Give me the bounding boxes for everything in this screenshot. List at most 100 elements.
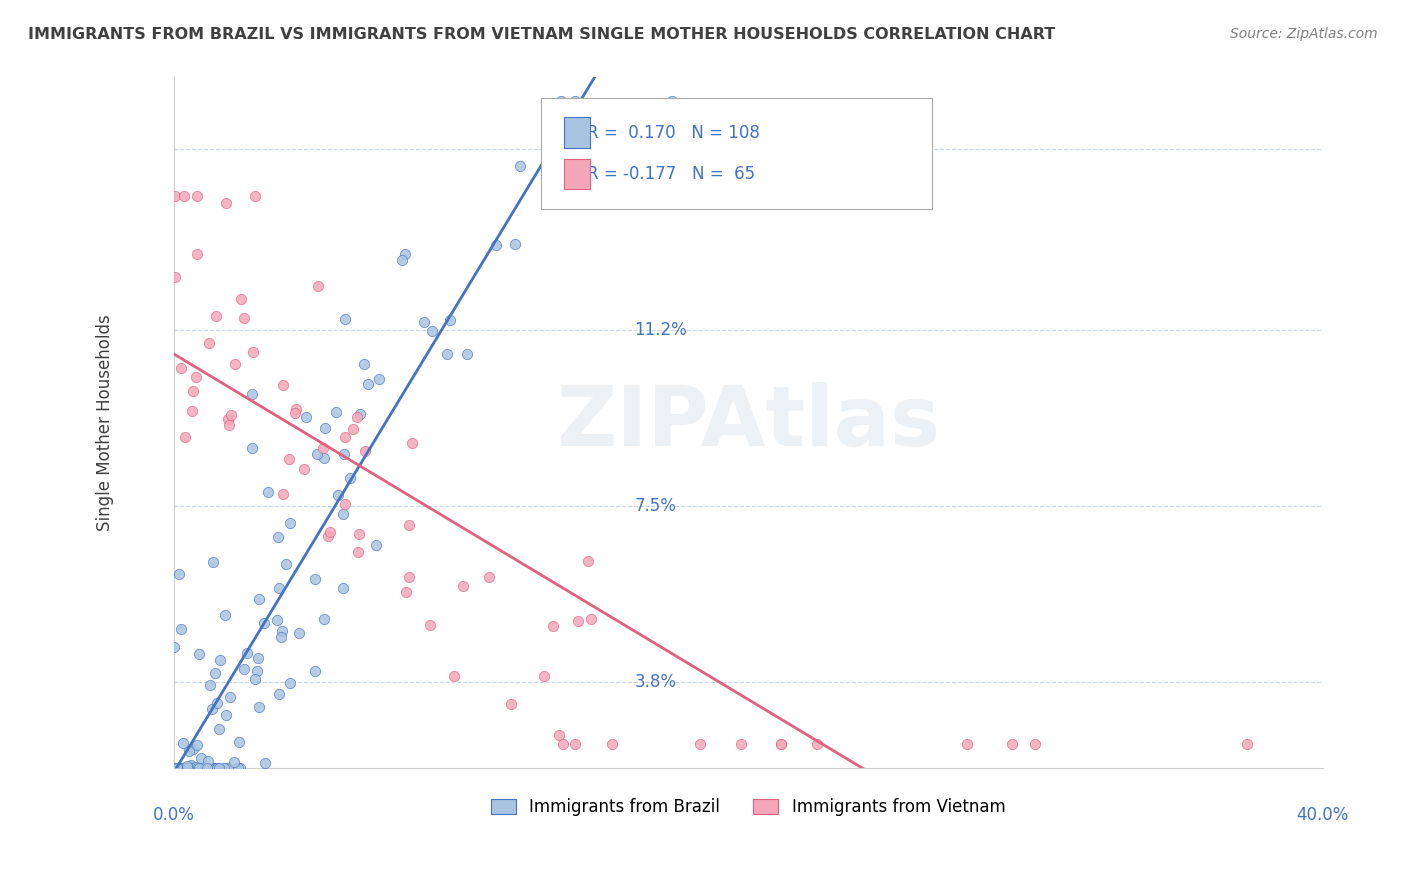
Point	[419, 617, 441, 632]
Point	[413, 315, 436, 329]
Point	[218, 417, 240, 432]
Text: Single Mother Households: Single Mother Households	[96, 314, 114, 531]
Point	[177, 761, 200, 775]
Point	[316, 529, 339, 543]
Point	[456, 347, 478, 361]
Point	[278, 516, 301, 531]
Text: 11.2%: 11.2%	[634, 321, 688, 339]
Point	[332, 581, 354, 595]
Text: ZIPAtlas: ZIPAtlas	[557, 382, 941, 463]
Point	[1024, 737, 1046, 751]
Point	[366, 538, 388, 552]
Point	[541, 619, 564, 633]
Point	[188, 761, 211, 775]
Point	[332, 447, 354, 461]
Point	[170, 360, 193, 375]
Point	[166, 761, 188, 775]
Point	[314, 421, 336, 435]
Point	[166, 761, 188, 775]
Point	[240, 386, 263, 401]
Point	[173, 189, 195, 203]
Point	[228, 735, 250, 749]
Point	[163, 640, 186, 654]
Point	[287, 625, 309, 640]
Point	[436, 347, 458, 361]
Point	[208, 761, 231, 775]
Point	[353, 357, 375, 371]
Point	[770, 737, 793, 751]
Point	[394, 247, 416, 261]
Point	[172, 736, 194, 750]
Point	[339, 471, 361, 485]
Point	[224, 756, 246, 770]
Point	[173, 430, 195, 444]
Point	[181, 404, 204, 418]
Point	[180, 758, 202, 772]
Point	[186, 761, 208, 775]
Point	[485, 237, 508, 252]
Text: Source: ZipAtlas.com: Source: ZipAtlas.com	[1230, 27, 1378, 41]
Point	[172, 761, 194, 775]
Point	[368, 372, 391, 386]
Point	[325, 405, 347, 419]
Point	[242, 344, 264, 359]
Point	[202, 555, 225, 569]
Point	[349, 527, 371, 541]
Point	[204, 761, 226, 775]
Point	[229, 292, 252, 306]
Point	[271, 487, 294, 501]
Point	[217, 761, 239, 775]
Point	[333, 429, 356, 443]
Point	[186, 247, 208, 261]
Point	[184, 760, 207, 774]
Point	[1001, 737, 1024, 751]
Point	[422, 324, 444, 338]
Point	[208, 722, 231, 736]
Point	[533, 668, 555, 682]
Point	[253, 615, 276, 630]
Point	[661, 94, 683, 108]
Point	[208, 653, 231, 667]
Text: IMMIGRANTS FROM BRAZIL VS IMMIGRANTS FROM VIETNAM SINGLE MOTHER HOUSEHOLDS CORRE: IMMIGRANTS FROM BRAZIL VS IMMIGRANTS FRO…	[28, 27, 1056, 42]
Point	[195, 761, 218, 775]
Point	[304, 572, 326, 586]
Point	[501, 697, 523, 711]
Point	[451, 579, 474, 593]
Point	[806, 737, 828, 751]
Point	[240, 442, 263, 456]
Point	[581, 612, 603, 626]
Point	[197, 754, 219, 768]
Point	[332, 507, 354, 521]
Point	[478, 570, 501, 584]
Point	[292, 461, 315, 475]
Point	[188, 761, 211, 775]
Point	[181, 384, 204, 398]
Point	[770, 737, 793, 751]
Point	[167, 567, 190, 582]
Point	[307, 447, 329, 461]
Point	[548, 728, 571, 742]
Point	[284, 401, 307, 416]
Point	[204, 665, 226, 680]
Point	[564, 737, 586, 751]
Point	[274, 557, 297, 571]
Point	[180, 761, 202, 775]
Point	[505, 237, 527, 252]
Point	[245, 672, 267, 686]
Point	[205, 761, 228, 775]
Point	[243, 189, 266, 203]
Point	[333, 497, 356, 511]
Point	[177, 761, 200, 775]
Point	[689, 737, 711, 751]
Point	[221, 409, 243, 423]
Text: 15.0%: 15.0%	[634, 140, 688, 158]
Point	[215, 707, 238, 722]
Point	[233, 310, 256, 325]
Point	[247, 700, 270, 714]
Point	[232, 662, 254, 676]
Point	[295, 410, 318, 425]
Text: 7.5%: 7.5%	[634, 497, 676, 515]
Point	[170, 622, 193, 636]
Point	[166, 761, 188, 775]
Point	[391, 253, 413, 268]
